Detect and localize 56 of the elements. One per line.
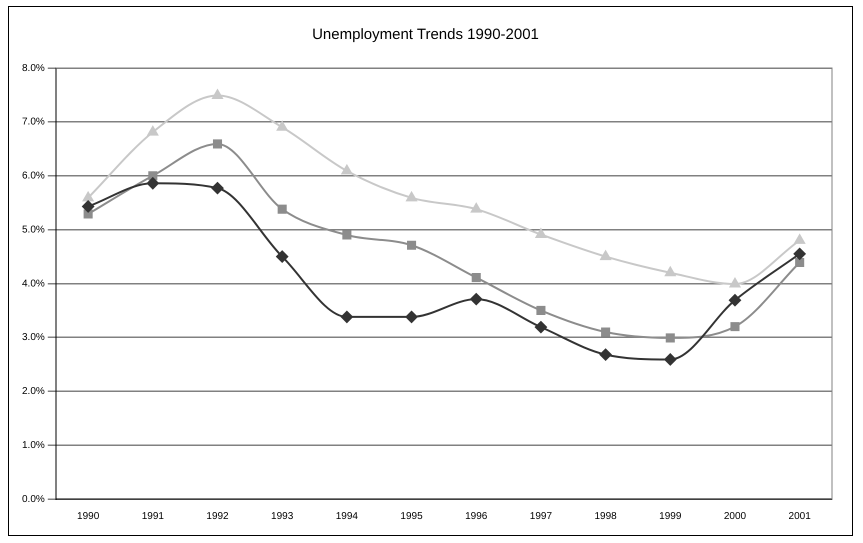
chart-title: Unemployment Trends 1990-2001 xyxy=(312,26,539,44)
point xyxy=(342,230,352,240)
point xyxy=(146,177,159,190)
x-tick-label: 1995 xyxy=(400,510,424,522)
point xyxy=(730,322,740,332)
x-tick-label: 1990 xyxy=(77,510,100,522)
point xyxy=(472,273,481,282)
point xyxy=(664,353,676,366)
point xyxy=(600,250,611,260)
point xyxy=(212,182,224,194)
point xyxy=(794,234,805,244)
point xyxy=(730,278,740,288)
point xyxy=(601,327,610,337)
point xyxy=(276,121,288,131)
y-tick-label: 6.0% xyxy=(22,170,45,182)
point xyxy=(534,321,547,334)
point xyxy=(407,240,416,250)
y-tick-label: 5.0% xyxy=(22,224,45,236)
x-tick-label: 1992 xyxy=(206,510,230,522)
point xyxy=(794,248,806,260)
point xyxy=(666,333,675,342)
point xyxy=(728,294,741,306)
x-tick-label: 2000 xyxy=(724,510,747,522)
y-tick-label: 8.0% xyxy=(22,62,45,74)
y-tick-label: 7.0% xyxy=(22,116,45,128)
point xyxy=(536,228,546,238)
point xyxy=(470,293,482,306)
point xyxy=(664,266,676,276)
point xyxy=(536,306,546,315)
x-tick-label: 1998 xyxy=(594,510,618,522)
x-tick-label: 1997 xyxy=(530,510,552,522)
point xyxy=(82,200,94,212)
x-tick-label: 1993 xyxy=(271,510,294,522)
point xyxy=(147,126,158,136)
point xyxy=(82,192,94,202)
x-tick-label: 1999 xyxy=(659,510,682,522)
x-tick-label: 1994 xyxy=(336,510,358,522)
point xyxy=(406,310,418,323)
x-tick-label: 1991 xyxy=(142,510,164,522)
point xyxy=(340,310,353,323)
point xyxy=(795,258,804,268)
point xyxy=(470,203,482,213)
point xyxy=(406,192,417,202)
x-tick-label: 1996 xyxy=(465,510,488,522)
point xyxy=(276,250,288,263)
y-tick-label: 3.0% xyxy=(22,332,45,344)
point xyxy=(600,348,612,361)
x-tick-label: 2001 xyxy=(788,510,812,522)
point xyxy=(342,164,352,174)
y-tick-label: 0.0% xyxy=(22,494,45,505)
y-tick-label: 4.0% xyxy=(22,278,45,290)
point xyxy=(278,204,287,214)
point xyxy=(212,139,222,148)
point xyxy=(212,89,223,99)
y-tick-label: 1.0% xyxy=(22,440,45,451)
y-tick-label: 2.0% xyxy=(22,386,45,397)
